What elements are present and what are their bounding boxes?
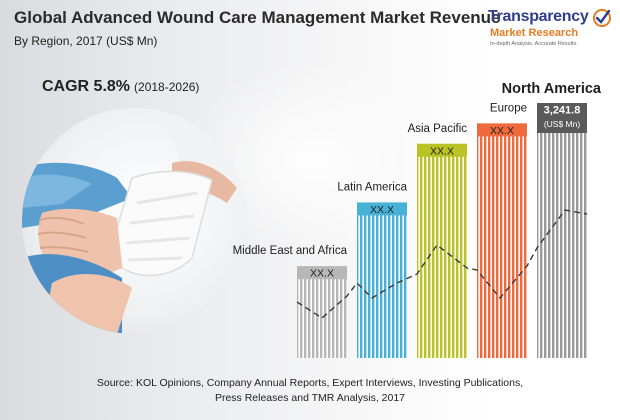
bar-middle-east-and-africa [297,266,347,358]
source-line-2: Press Releases and TMR Analysis, 2017 [214,392,406,404]
value-label-latin-america: XX.X [370,204,394,216]
value-label-asia-pacific: XX.X [430,145,454,157]
labels-layer: XX.X Middle East and Africa XX.X Latin Amer… [233,81,602,280]
value-unit-north-america: (US$ Mn) [544,119,581,129]
value-box-europe [477,123,527,137]
logo-subname: Market Research [490,27,579,39]
bar-latin-america [357,202,407,358]
tmr-logo: Transparency Market Research In-depth An… [488,8,612,52]
chart-subtitle: By Region, 2017 (US$ Mn) [14,34,158,48]
hands-bandage-illustration [22,108,248,334]
bar-europe [477,123,527,359]
category-label-europe: Europe [490,102,527,114]
value-box-north-america [537,103,587,133]
value-label-europe: XX.X [490,125,514,137]
cagr-period: (2018-2026) [134,80,200,94]
value-box-latin-america [357,202,407,216]
chart-title: Global Advanced Wound Care Management Ma… [14,8,501,27]
value-label-north-america: 3,241.8 [544,105,581,117]
cagr-callout: CAGR 5.8% (2018-2026) [42,78,199,96]
value-box-asia-pacific [417,143,467,157]
bar-asia-pacific [417,143,467,358]
category-label-north-america: North America [502,81,602,97]
value-label-middle-east-and-africa: XX.X [310,268,334,280]
source-note: Source: KOL Opinions, Company Annual Rep… [0,376,620,406]
source-line-1: Source: KOL Opinions, Company Annual Rep… [96,377,524,389]
category-label-latin-america: Latin America [337,181,407,193]
logo-check-icon [593,9,611,27]
wound-care-photo [22,108,248,334]
bar-north-america [537,103,587,358]
category-label-asia-pacific: Asia Pacific [408,123,468,135]
category-label-middle-east-and-africa: Middle East and Africa [233,245,348,257]
logo-tagline: In-depth Analysis. Accurate Results. [490,41,578,47]
cagr-value: CAGR 5.8% [42,78,131,95]
value-box-middle-east-and-africa [297,266,347,280]
bars-layer [297,103,587,359]
logo-name: Transparency [488,8,589,25]
